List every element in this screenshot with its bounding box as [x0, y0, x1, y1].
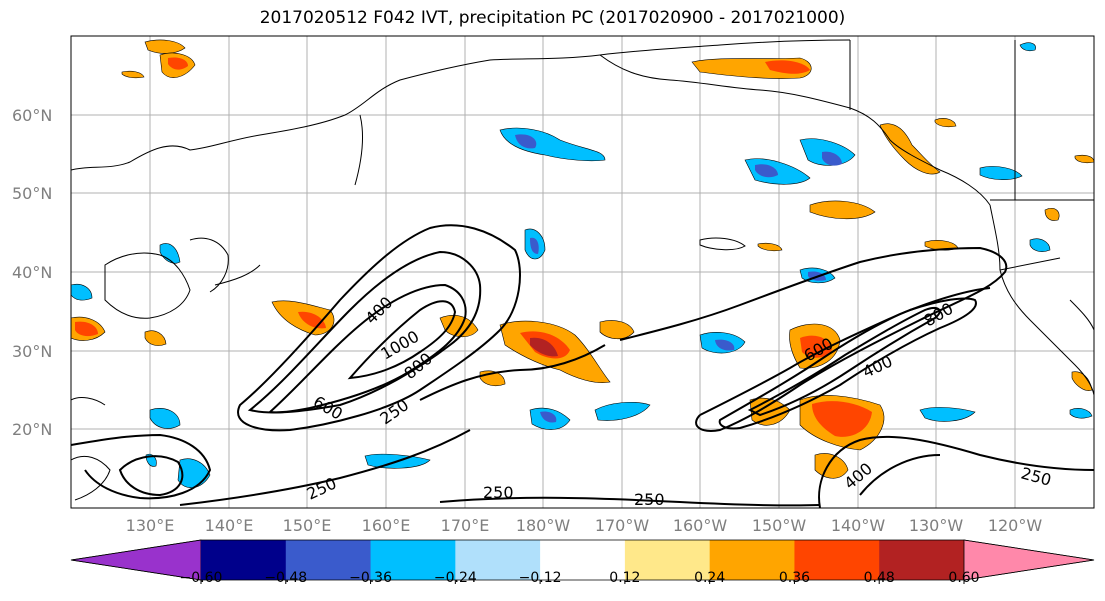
colorbar-segment [370, 540, 456, 580]
lon-label: 150°W [752, 516, 807, 535]
colorbar-segment [794, 540, 880, 580]
colorbar-tick-label: −0.60 [180, 570, 223, 586]
colorbar-tick-label: −0.12 [519, 570, 562, 586]
lon-label: 130°W [909, 516, 964, 535]
lat-label: 50°N [12, 184, 52, 203]
colorbar-tick-label: 0.36 [779, 570, 810, 586]
colorbar-segment [201, 540, 287, 580]
lon-label: 140°E [205, 516, 254, 535]
coastlines [71, 39, 1094, 501]
lon-label: 160°W [673, 516, 728, 535]
lon-label: 170°W [595, 516, 650, 535]
lat-label: 60°N [12, 106, 52, 125]
longitude-labels: 130°E 140°E 150°E 160°E 170°E 180°W 170°… [126, 516, 1043, 535]
contour-label: 250 [634, 490, 665, 509]
lon-label: 170°E [441, 516, 490, 535]
lon-label: 150°E [283, 516, 332, 535]
lat-label: 30°N [12, 342, 52, 361]
lon-label: 180°W [516, 516, 571, 535]
lat-label: 40°N [12, 263, 52, 282]
precip-positive-regions [71, 39, 1094, 479]
map-frame [70, 35, 1095, 509]
colorbar-segment [709, 540, 795, 580]
colorbar-segment [963, 539, 1095, 581]
lon-label: 130°E [126, 516, 175, 535]
lon-label: 120°W [988, 516, 1043, 535]
colorbar-segment [540, 540, 626, 580]
colorbar [70, 539, 1095, 581]
chart-title: 2017020512 F042 IVT, precipitation PC (2… [259, 8, 846, 28]
colorbar-segment [285, 540, 372, 580]
ivt-contours [71, 224, 1094, 508]
colorbar-tick-label: 0.48 [864, 570, 895, 586]
lon-label: 140°W [831, 516, 886, 535]
colorbar-segment [624, 540, 711, 580]
contour-label: 250 [483, 483, 514, 502]
colorbar-tick-label: 0.60 [948, 570, 979, 586]
colorbar-tick-label: 0.24 [694, 570, 725, 586]
colorbar-tick-label: 0.12 [609, 570, 640, 586]
latitude-labels: 60°N 50°N 40°N 30°N 20°N [12, 106, 52, 439]
colorbar-segment [879, 540, 965, 580]
colorbar-tick-label: −0.24 [434, 570, 477, 586]
lon-label: 160°E [362, 516, 411, 535]
colorbar-segment [455, 540, 541, 580]
precip-negative-regions [71, 42, 1093, 488]
colorbar-ticks: −0.60 −0.48 −0.36 −0.24 −0.12 0.12 0.24 0.36 0.4… [180, 570, 980, 586]
colorbar-tick-label: −0.36 [349, 570, 392, 586]
colorbar-tick-label: −0.48 [264, 570, 307, 586]
lat-label: 20°N [12, 420, 52, 439]
